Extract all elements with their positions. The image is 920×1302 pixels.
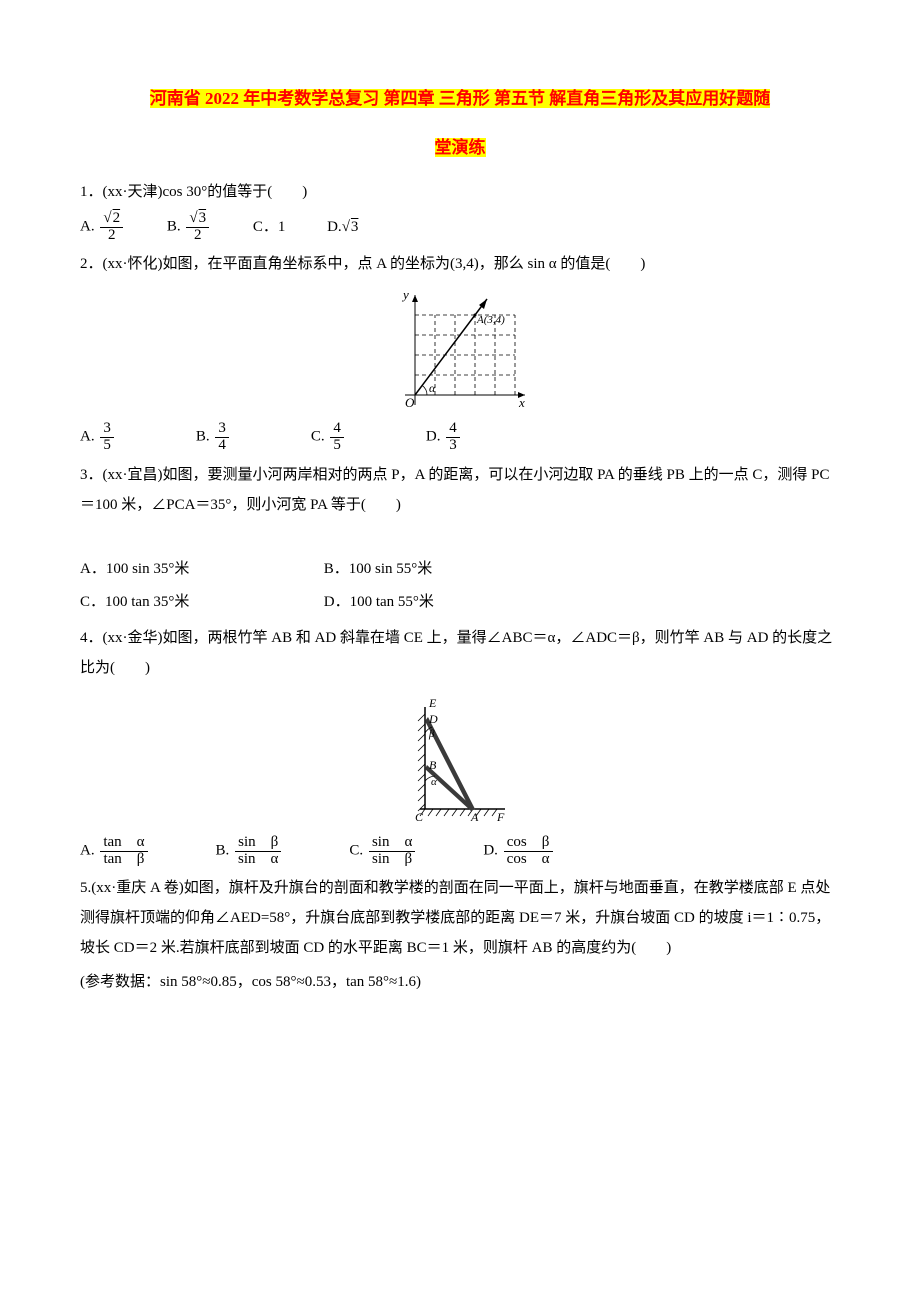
q4-opt-a: A. tan αtan β xyxy=(80,835,150,868)
q1-opt-c: C．1 xyxy=(253,212,286,242)
q3-figure-gap xyxy=(80,524,840,552)
q4-figure: E D β B α C A F xyxy=(80,689,840,829)
svg-text:β: β xyxy=(428,728,435,740)
title-line-1: 河南省 2022 年中考数学总复习 第四章 三角形 第五节 解直角三角形及其应用… xyxy=(150,89,771,108)
svg-text:E: E xyxy=(428,696,437,710)
q4-b-den: sin α xyxy=(235,852,281,868)
q1-opt-b: B. √3 2 xyxy=(167,211,211,244)
q2-a-den: 5 xyxy=(100,438,114,454)
q2-c-den: 5 xyxy=(330,438,344,454)
title-line-2: 堂演练 xyxy=(435,138,486,157)
q2-opt-b: B. 34 xyxy=(196,421,231,454)
q1-opt-a: A. √2 2 xyxy=(80,211,125,244)
q1-opt-d: D.√3 xyxy=(327,212,358,242)
q4-d-num: cos β xyxy=(504,835,553,852)
svg-text:B: B xyxy=(429,758,437,772)
q2-O: O xyxy=(405,395,415,410)
q4-a-num: tan α xyxy=(100,835,147,852)
q4-b-label: B. xyxy=(216,843,230,859)
q2-figure: O x y α A(3,4) xyxy=(80,285,840,415)
q3-options: A．100 sin 35°米 B．100 sin 55°米 C．100 tan … xyxy=(80,554,840,617)
q3-opt-a: A．100 sin 35°米 xyxy=(80,554,320,584)
question-4: 4．(xx·金华)如图，两根竹竿 AB 和 AD 斜靠在墙 CE 上，量得∠AB… xyxy=(80,623,840,683)
q4-d-den: cos α xyxy=(504,852,553,868)
q2-b-label: B. xyxy=(196,429,210,445)
q2-alpha: α xyxy=(429,381,436,395)
q4-opt-b: B. sin βsin α xyxy=(216,835,284,868)
q1-options: A. √2 2 B. √3 2 C．1 D.√3 xyxy=(80,211,840,244)
svg-text:D: D xyxy=(428,712,438,726)
q4-opt-c: C. sin αsin β xyxy=(349,835,417,868)
q2-b-den: 4 xyxy=(215,438,229,454)
q4-opt-d: D. cos βcos α xyxy=(483,835,554,868)
q2-d-den: 3 xyxy=(446,438,460,454)
question-5: 5.(xx·重庆 A 卷)如图，旗杆及升旗台的剖面和教学楼的剖面在同一平面上，旗… xyxy=(80,873,840,963)
q1-b-num: √3 xyxy=(186,211,209,228)
q4-a-label: A. xyxy=(80,843,95,859)
q4-d-label: D. xyxy=(483,843,498,859)
title-block: 河南省 2022 年中考数学总复习 第四章 三角形 第五节 解直角三角形及其应用… xyxy=(80,80,840,117)
q2-d-num: 4 xyxy=(446,421,460,438)
q2-opt-c: C. 45 xyxy=(311,421,346,454)
q1-a-num: √2 xyxy=(100,211,123,228)
q1-b-label: B. xyxy=(167,218,181,234)
q1-a-label: A. xyxy=(80,218,95,234)
q1-stem: 1．(xx·天津)cos 30°的值等于( ) xyxy=(80,184,307,200)
q1-b-den: 2 xyxy=(186,228,209,244)
q2-opt-d: D. 43 xyxy=(426,421,462,454)
q2-a-label: A. xyxy=(80,429,95,445)
q4-options: A. tan αtan β B. sin βsin α C. sin αsin … xyxy=(80,835,840,868)
question-2: 2．(xx·怀化)如图，在平面直角坐标系中，点 A 的坐标为(3,4)，那么 s… xyxy=(80,249,840,279)
svg-text:α: α xyxy=(431,776,437,788)
svg-text:A: A xyxy=(470,810,479,824)
q1-b-frac: √3 2 xyxy=(186,211,209,244)
question-3: 3．(xx·宜昌)如图，要测量小河两岸相对的两点 P，A 的距离，可以在小河边取… xyxy=(80,460,840,520)
q1-d-label: D. xyxy=(327,219,342,235)
q2-svg: O x y α A(3,4) xyxy=(385,285,535,415)
q3-opt-b: B．100 sin 55°米 xyxy=(324,554,564,584)
q2-y: y xyxy=(401,287,409,302)
q2-options: A. 35 B. 34 C. 45 D. 43 xyxy=(80,421,840,454)
title-block-2: 堂演练 xyxy=(80,129,840,166)
q2-A: A(3,4) xyxy=(476,314,505,326)
q3-opt-d: D．100 tan 55°米 xyxy=(324,587,564,617)
q2-opt-a: A. 35 xyxy=(80,421,116,454)
q4-c-label: C. xyxy=(349,843,363,859)
q5-ref: (参考数据：sin 58°≈0.85，cos 58°≈0.53，tan 58°≈… xyxy=(80,967,840,997)
q4-c-den: sin β xyxy=(369,852,415,868)
q4-c-num: sin α xyxy=(369,835,415,852)
q1-a-den: 2 xyxy=(100,228,123,244)
q2-a-num: 3 xyxy=(100,421,114,438)
q1-a-frac: √2 2 xyxy=(100,211,123,244)
q2-b-num: 3 xyxy=(215,421,229,438)
q3-opt-c: C．100 tan 35°米 xyxy=(80,587,320,617)
svg-text:C: C xyxy=(415,810,424,824)
q2-c-label: C. xyxy=(311,429,325,445)
q4-a-den: tan β xyxy=(100,852,147,868)
svg-text:F: F xyxy=(496,810,505,824)
q2-d-label: D. xyxy=(426,429,441,445)
q4-svg: E D β B α C A F xyxy=(405,689,515,829)
question-1: 1．(xx·天津)cos 30°的值等于( ) xyxy=(80,177,840,207)
q2-x: x xyxy=(518,395,525,410)
q2-c-num: 4 xyxy=(330,421,344,438)
q4-b-num: sin β xyxy=(235,835,281,852)
